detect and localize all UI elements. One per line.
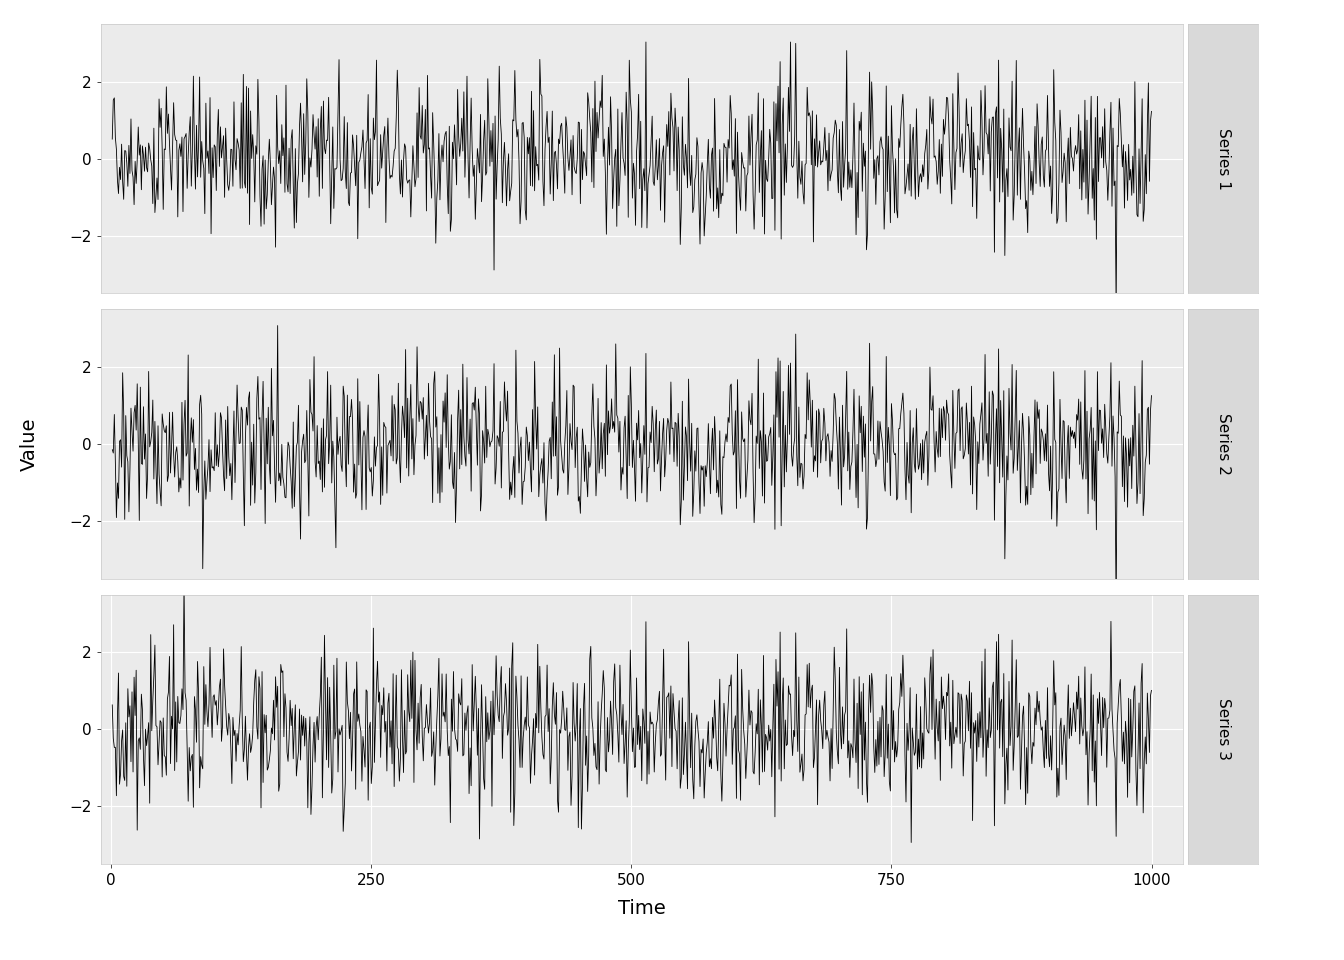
Text: Series 2: Series 2 xyxy=(1216,413,1231,475)
Text: Value: Value xyxy=(20,418,39,470)
Text: Series 3: Series 3 xyxy=(1216,698,1231,760)
Text: Series 1: Series 1 xyxy=(1216,128,1231,189)
X-axis label: Time: Time xyxy=(618,900,665,918)
